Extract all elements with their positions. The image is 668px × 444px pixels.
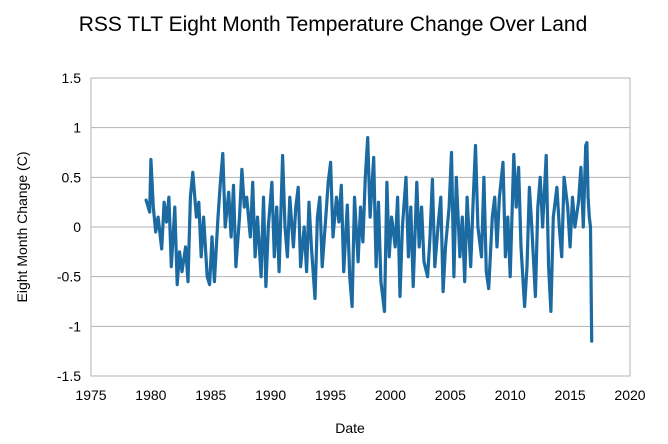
y-tick-label: 1 [73, 120, 81, 136]
plot-area-border [90, 77, 631, 377]
chart-title: RSS TLT Eight Month Temperature Change O… [79, 13, 588, 36]
y-tick-label: -0.5 [57, 269, 81, 285]
x-tick-label: 2015 [555, 387, 586, 403]
x-tick-label: 1990 [255, 387, 286, 403]
y-axis-tick-labels: -1.5 -1 -0.5 0 0.5 1 1.5 [57, 70, 81, 384]
y-tick-label: 1.5 [62, 70, 82, 86]
series-line [144, 136, 594, 343]
y-tick-label: -1 [69, 318, 82, 334]
x-axis-tick-labels: 1975 1980 1985 1990 1995 2000 2005 2010 2015 2020 [75, 387, 645, 403]
x-tick-label: 1995 [315, 387, 346, 403]
x-tick-label: 1985 [195, 387, 226, 403]
y-tick-label: -1.5 [57, 368, 81, 384]
y-tick-label: 0.5 [62, 169, 82, 185]
x-tick-label: 2010 [495, 387, 526, 403]
y-axis-title: Eight Month Change (C) [14, 152, 30, 303]
x-tick-label: 1975 [75, 387, 106, 403]
x-axis-title: Date [335, 420, 365, 436]
x-tick-label: 2000 [375, 387, 406, 403]
y-tick-label: 0 [73, 219, 81, 235]
x-tick-label: 2005 [435, 387, 466, 403]
x-tick-label: 1980 [135, 387, 166, 403]
x-tick-label: 2020 [614, 387, 645, 403]
